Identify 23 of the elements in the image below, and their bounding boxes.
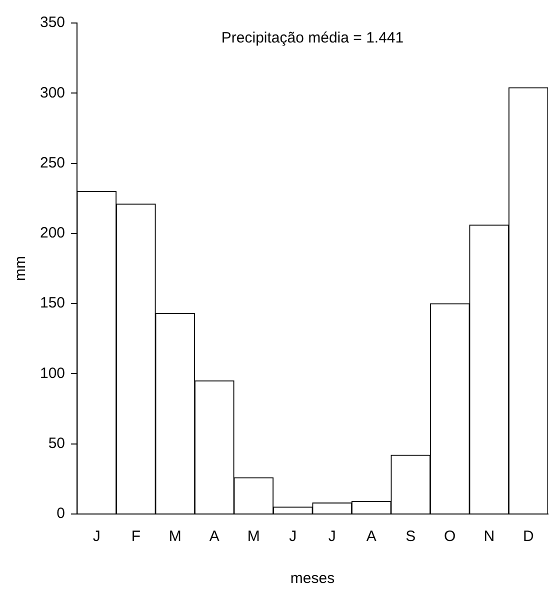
x-tick-label: A (209, 528, 220, 546)
x-tick-label: M (168, 528, 182, 546)
y-tick-label: 350 (40, 14, 66, 32)
y-tick-label: 300 (40, 84, 66, 102)
x-tick-label: A (366, 528, 376, 546)
x-axis-title: meses (290, 570, 335, 588)
x-tick-label: J (328, 528, 336, 546)
y-tick-label: 50 (48, 435, 66, 452)
y-tick-label: 150 (40, 294, 66, 312)
x-tick-label: F (131, 528, 140, 546)
x-tick-label: M (247, 528, 260, 546)
x-tick-label: J (92, 528, 100, 546)
x-tick-label: O (444, 528, 456, 546)
x-tick-label: S (406, 528, 416, 546)
y-tick-label: 200 (40, 224, 66, 242)
x-tick-label: D (522, 528, 534, 546)
y-tick-label: 100 (40, 364, 66, 382)
x-tick-label: N (484, 528, 495, 546)
y-axis-title: mm (12, 256, 30, 281)
y-tick-label: 0 (56, 505, 66, 522)
annotation: Precipitação média = 1.441 (221, 30, 404, 47)
x-tick-label: J (289, 528, 297, 546)
y-tick-label: 250 (40, 154, 66, 172)
